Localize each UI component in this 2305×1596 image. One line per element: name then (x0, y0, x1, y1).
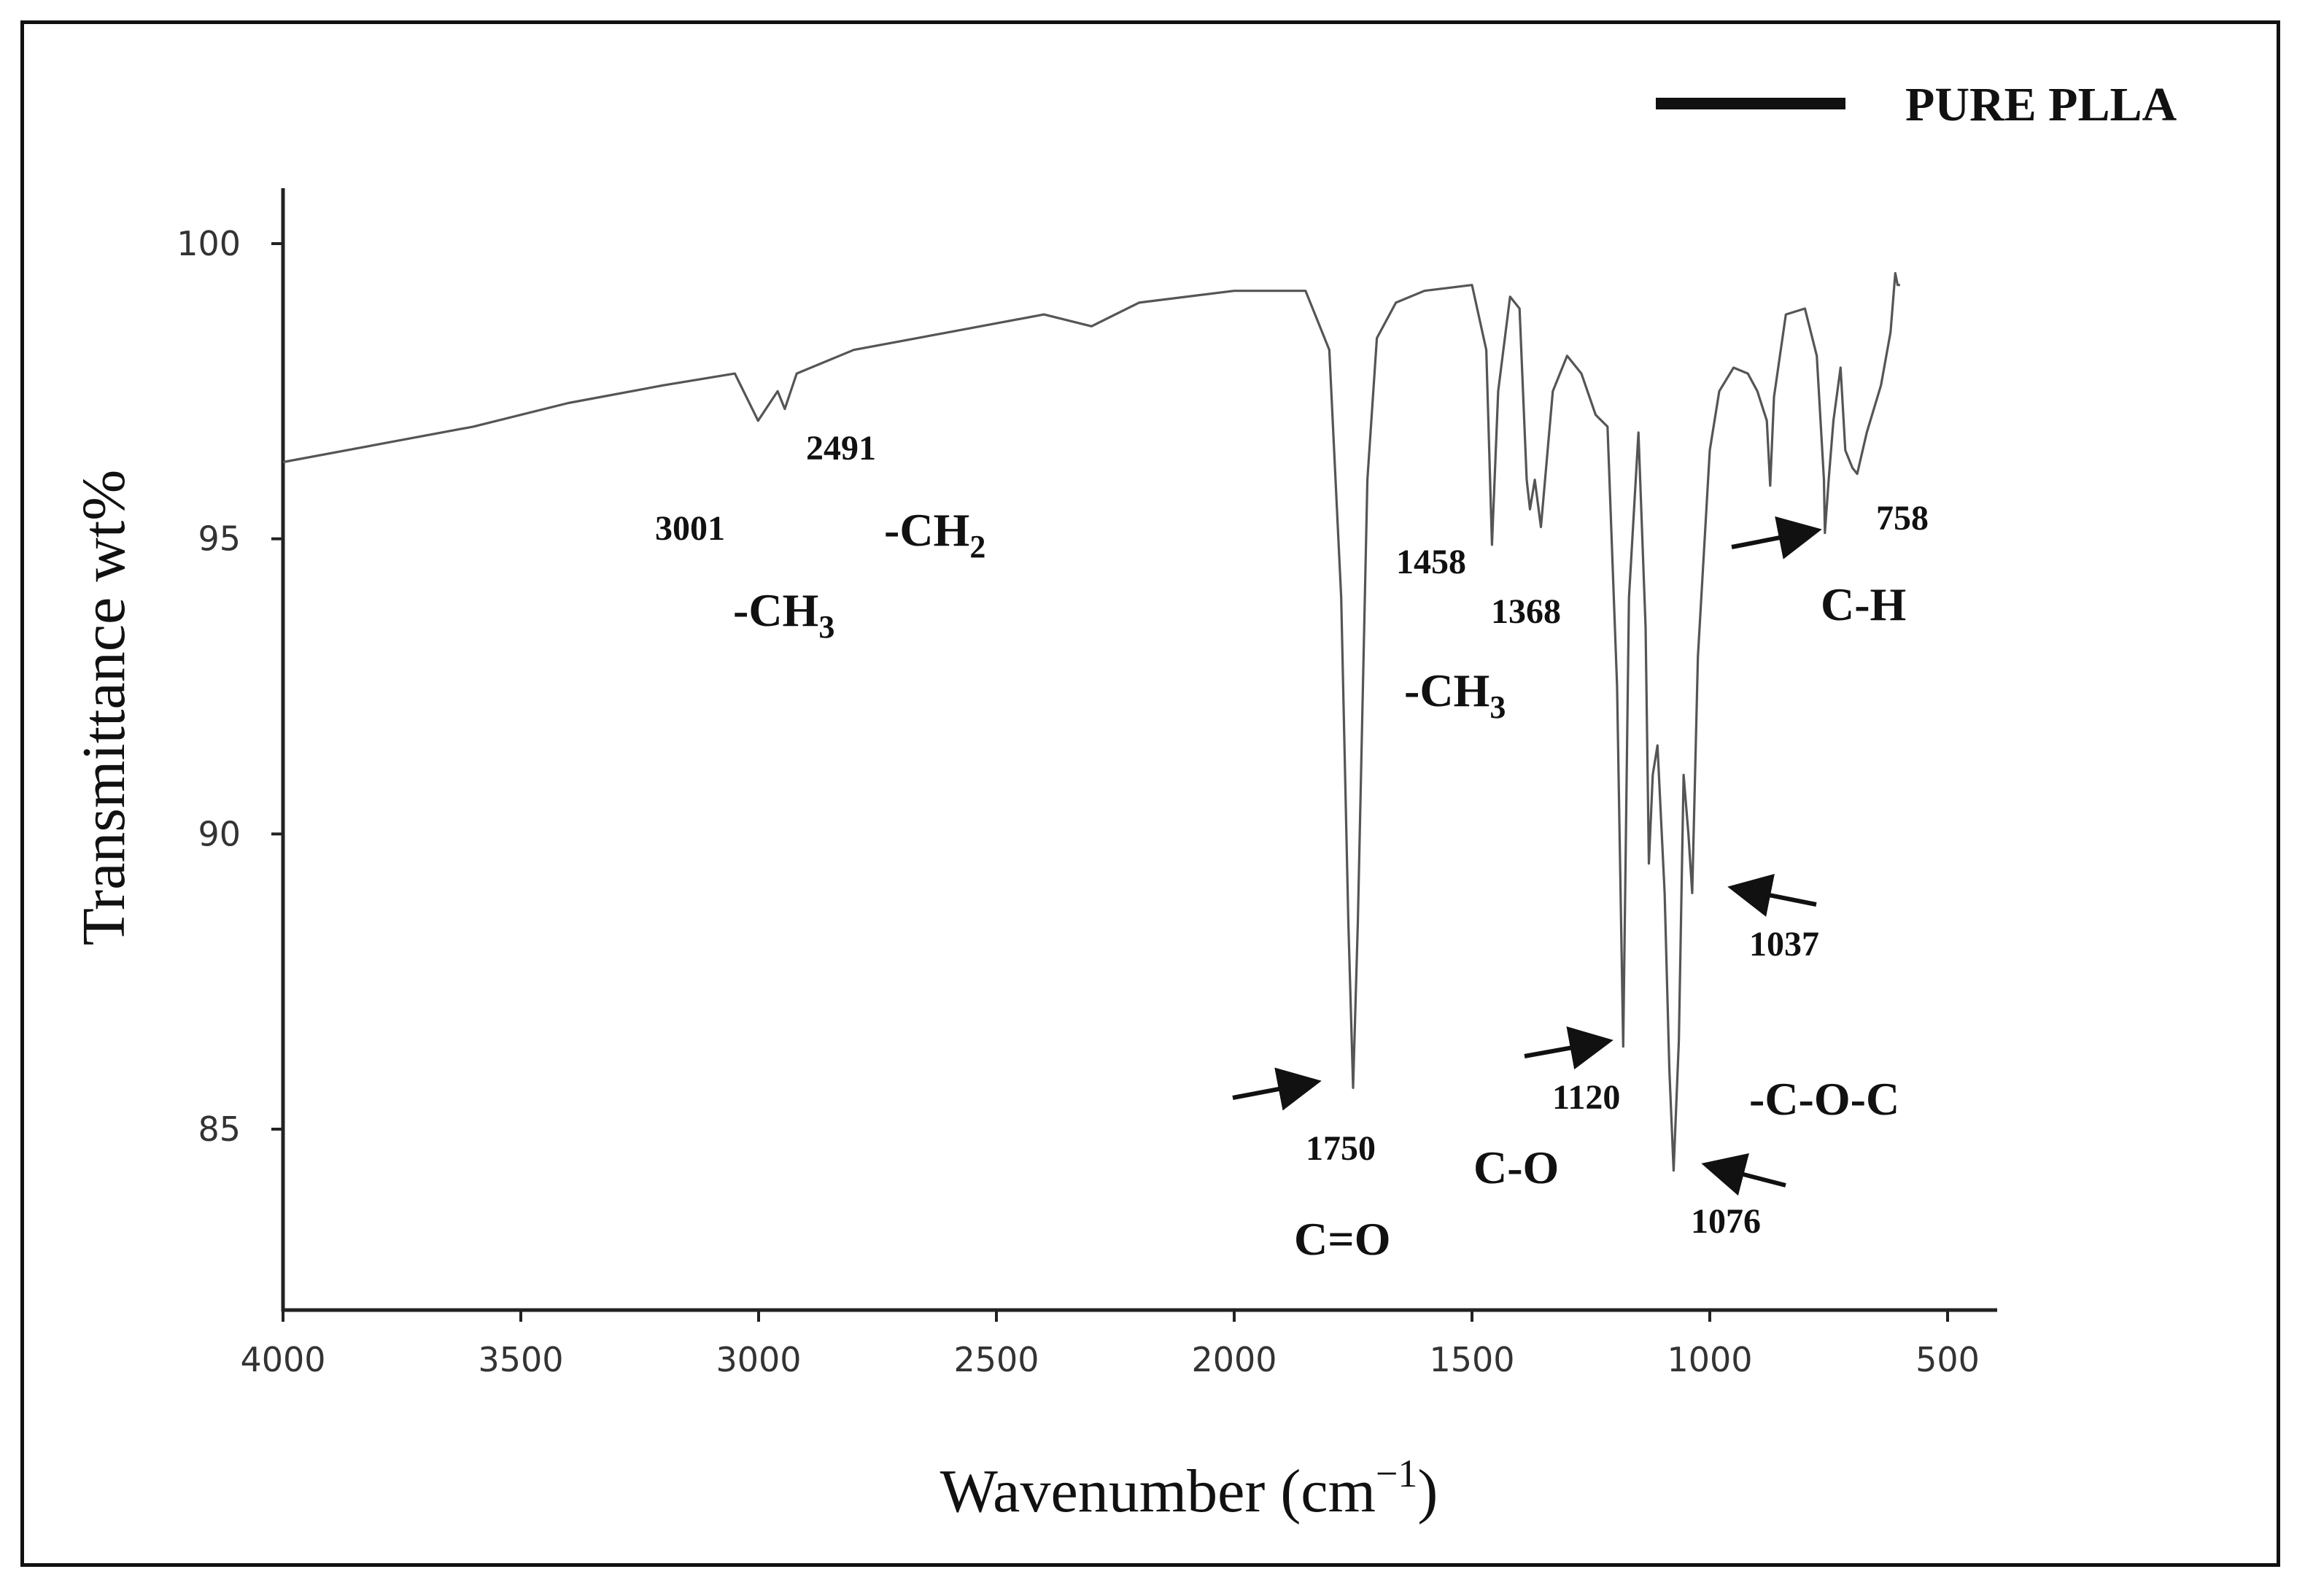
annotation-c-double-o: C=O (1294, 1213, 1390, 1265)
annotation-1037: 1037 (1749, 925, 1819, 964)
arrow-1037 (1727, 873, 1817, 917)
annotation-1076: 1076 (1691, 1202, 1761, 1241)
annotation-1368: 1368 (1491, 592, 1561, 631)
x-tick-label: 4000 (240, 1340, 325, 1379)
y-axis-title: Transmittance wt% (70, 470, 138, 945)
arrow-1750 (1232, 1067, 1322, 1111)
annotation-c-o-c: -C-O-C (1749, 1073, 1899, 1125)
x-axis-title: Wavenumber (cm−1) (940, 1452, 1438, 1525)
annotation-ch3-mid: -CH3 (1404, 665, 1506, 725)
arrow-1076 (1701, 1153, 1786, 1196)
x-tick-label: 2500 (953, 1340, 1039, 1379)
series-line-pure-plla (282, 271, 1900, 1172)
annotation-ch3-left: -CH3 (733, 584, 834, 645)
annotation-3001: 3001 (655, 509, 725, 548)
y-tick-label: 100 (177, 224, 241, 263)
y-tick-label: 95 (198, 519, 241, 559)
legend-label: PURE PLLA (1905, 78, 2177, 131)
annotation-758: 758 (1876, 499, 1929, 538)
annotation-c-o: C-O (1473, 1142, 1559, 1193)
arrow-758 (1731, 516, 1822, 559)
x-ticks: 4000 3500 3000 2500 2000 1500 1000 500 (240, 1310, 1980, 1379)
x-tick-label: 500 (1915, 1340, 1980, 1379)
annotation-c-h: C-H (1821, 578, 1906, 630)
x-tick-label: 1000 (1667, 1340, 1752, 1379)
annotation-1120: 1120 (1552, 1078, 1620, 1117)
y-tick-label: 90 (198, 814, 241, 853)
annotation-ch2: -CH2 (884, 504, 985, 565)
arrow-1120 (1524, 1026, 1614, 1070)
annotation-1458: 1458 (1396, 543, 1466, 581)
y-ticks: 85 90 95 100 (177, 224, 283, 1149)
x-tick-label: 3000 (716, 1340, 801, 1379)
x-tick-label: 2000 (1191, 1340, 1277, 1379)
annotation-1750: 1750 (1306, 1129, 1376, 1168)
x-tick-label: 1500 (1429, 1340, 1514, 1379)
y-tick-label: 85 (198, 1109, 241, 1149)
x-tick-label: 3500 (478, 1340, 563, 1379)
annotation-2491: 2491 (806, 429, 876, 468)
